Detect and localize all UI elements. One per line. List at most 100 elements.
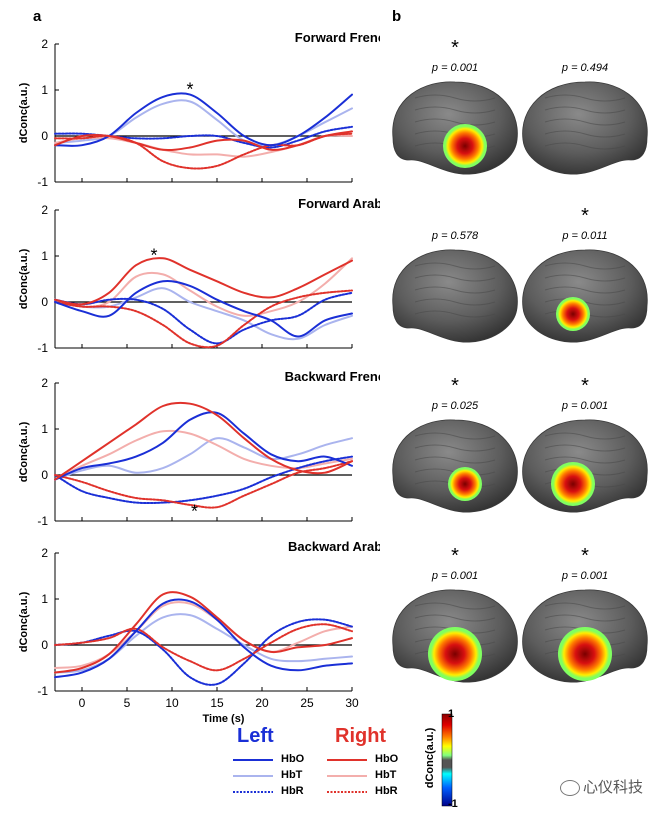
y-tick-label: -1 (37, 514, 48, 528)
watermark-text: 心仪科技 (560, 776, 643, 797)
series-left-hbr (54, 618, 353, 686)
brain-p-value: p = 0.025 (431, 400, 479, 412)
brain-p-value: p = 0.011 (561, 230, 607, 242)
brain-surface (392, 249, 518, 343)
x-tick-label: 15 (210, 696, 224, 710)
brain-forward-arabic-right: * p = 0.011 (522, 205, 648, 343)
series-left-hbo (54, 280, 353, 338)
brain-gyrus (544, 602, 626, 610)
brain-gyrus (414, 444, 496, 452)
x-tick-label: 30 (345, 696, 359, 710)
brain-gyrus (544, 142, 626, 150)
brain-significance-star: * (581, 205, 589, 227)
y-tick-label: -1 (37, 175, 48, 189)
brain-p-value: p = 0.001 (431, 62, 478, 74)
x-tick-label: 25 (300, 696, 314, 710)
chart-forward-french: 2 1 0 -1 dConc(a.u.) Forward French * (18, 30, 380, 189)
series-right-hbo (54, 591, 353, 674)
legend-right-title: Right (335, 725, 387, 747)
y-axis-label: dConc(a.u.) (18, 82, 30, 143)
series-right-hbr (54, 623, 353, 672)
y-tick-label: 1 (41, 422, 48, 436)
significance-star: * (186, 80, 193, 100)
x-tick-label: 10 (165, 696, 179, 710)
brain-gyrus (414, 456, 496, 464)
series-left-hbt (54, 437, 353, 481)
x-tick-label: 5 (124, 696, 131, 710)
brain-gyrus (414, 614, 496, 622)
y-tick-label: 2 (41, 203, 48, 217)
brain-gyrus (544, 262, 626, 270)
brain-p-value: p = 0.001 (431, 570, 478, 582)
y-tick-label: 0 (41, 129, 48, 143)
chart-title: Backward Arabic (288, 539, 380, 554)
brain-forward-french-right: p = 0.494 (522, 62, 648, 175)
brain-surface (522, 249, 648, 343)
activation-blob (448, 467, 482, 501)
legend-label-right-hbt: HbT (375, 769, 397, 781)
chart-title: Forward French (295, 30, 380, 45)
activation-blob (558, 627, 612, 681)
brain-gyrus (414, 262, 496, 270)
brain-gyrus (544, 118, 626, 126)
panel-label-b: b (392, 8, 402, 25)
brain-surface (522, 81, 648, 175)
brain-p-value: p = 0.001 (561, 400, 608, 412)
series-right-hbt (54, 257, 353, 317)
legend-label-left-hbo: HbO (281, 753, 305, 765)
brain-gyrus (544, 94, 626, 102)
brain-gyrus (414, 298, 496, 306)
legend: Left Right HbO HbT HbR HbO HbT HbR (225, 725, 425, 810)
legend-label-left-hbr: HbR (281, 785, 304, 797)
brain-gyrus (414, 106, 496, 114)
chart-backward-french: 2 1 0 -1 dConc(a.u.) Backward French * (18, 369, 380, 528)
activation-blob (443, 124, 487, 168)
legend-swatches (233, 759, 367, 793)
brain-gyrus (544, 106, 626, 114)
y-tick-label: 1 (41, 83, 48, 97)
brain-gyrus (414, 94, 496, 102)
brain-gyrus (544, 432, 626, 440)
chart-title: Backward French (285, 369, 380, 384)
y-tick-label: 2 (41, 376, 48, 390)
chart-title: Forward Arabic (298, 196, 380, 211)
colorbar-gradient (441, 713, 453, 807)
brain-significance-star: * (581, 545, 589, 567)
brain-forward-french-left: * p = 0.001 (392, 37, 518, 175)
series-left-hbr (54, 455, 353, 505)
brain-backward-arabic-left: * p = 0.001 (392, 545, 518, 683)
brain-significance-star: * (451, 37, 459, 59)
brain-gyrus (544, 274, 626, 282)
brain-backward-french-left: * p = 0.025 (392, 375, 518, 513)
y-tick-label: 1 (41, 249, 48, 263)
brain-gyrus (414, 118, 496, 126)
significance-star: * (191, 502, 198, 522)
y-tick-label: 2 (41, 546, 48, 560)
y-axis-label: dConc(a.u.) (18, 421, 30, 482)
colorbar-max-label: 1 (448, 708, 455, 720)
x-tick-label: 20 (255, 696, 269, 710)
significance-star: * (150, 246, 157, 266)
brain-maps-panel: * p = 0.001 p = 0.494 p = 0.578 * p = 0.011 * p… (392, 37, 648, 683)
brain-p-value: p = 0.001 (561, 570, 608, 582)
brain-backward-french-right: * p = 0.001 (522, 375, 648, 513)
brain-p-value: p = 0.494 (561, 62, 608, 74)
y-axis-label: dConc(a.u.) (18, 248, 30, 309)
watermark-label: 心仪科技 (583, 779, 644, 796)
series-right-hbt (54, 601, 353, 669)
panel-label-a: a (33, 8, 42, 25)
x-axis-label: Time (s) (203, 713, 245, 725)
brain-gyrus (414, 310, 496, 318)
y-tick-label: 0 (41, 468, 48, 482)
series-right-hbt (54, 134, 353, 158)
brain-gyrus (414, 432, 496, 440)
chart-forward-arabic: 2 1 0 -1 dConc(a.u.) Forward Arabic * (18, 196, 380, 355)
brain-p-value: p = 0.578 (431, 230, 479, 242)
activation-blob (556, 297, 590, 331)
brain-gyrus (544, 456, 626, 464)
activation-blob (551, 462, 595, 506)
y-tick-label: -1 (37, 341, 48, 355)
y-tick-label: 0 (41, 638, 48, 652)
colorbar (441, 713, 453, 807)
